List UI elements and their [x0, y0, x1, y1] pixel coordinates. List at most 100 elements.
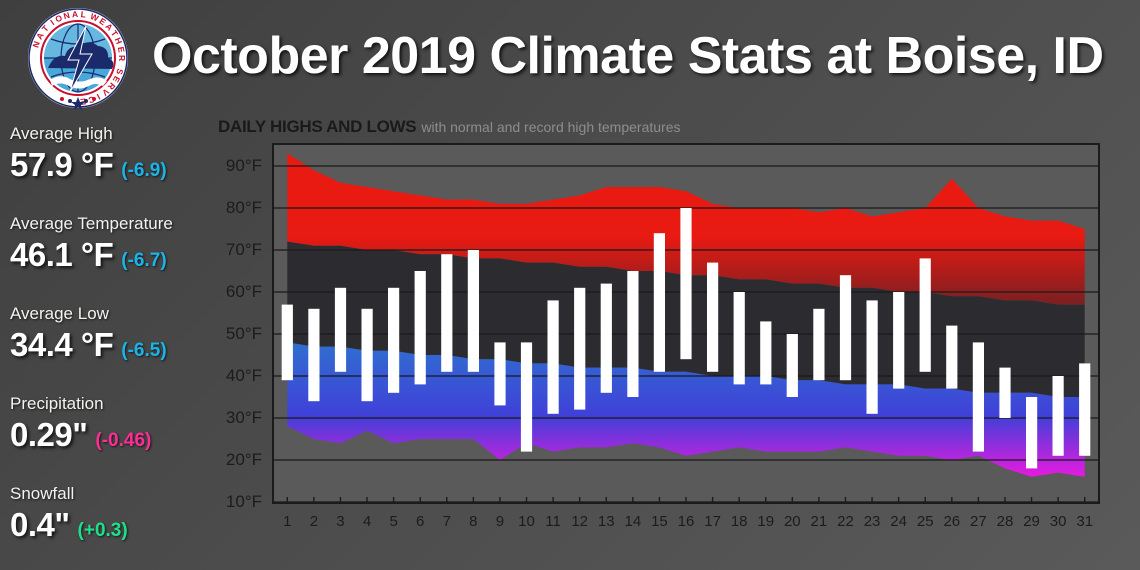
stat-departure: (-6.9) [121, 160, 167, 181]
svg-text:E: E [97, 16, 108, 28]
svg-text:E: E [111, 74, 123, 84]
daily-bar [733, 292, 745, 385]
svg-text:S: S [114, 67, 125, 76]
stat-value: 57.9 °F [10, 146, 114, 183]
x-axis-tick-label: 10 [518, 513, 535, 530]
stat-average-low: Average Low 34.4 °F (-6.5) [10, 304, 210, 364]
svg-text:R: R [117, 55, 127, 61]
y-axis-tick-label: 60°F [225, 282, 262, 301]
x-axis-tick-label: 4 [362, 513, 372, 530]
daily-bar [972, 342, 984, 452]
x-axis-tick-label: 9 [495, 513, 505, 530]
x-axis-tick-label: 14 [624, 513, 642, 530]
daily-bar [1026, 397, 1038, 469]
daily-highs-lows-chart: DAILY HIGHS AND LOWS with normal and reco… [210, 112, 1140, 570]
svg-text:T: T [40, 23, 51, 34]
svg-text:V: V [100, 87, 111, 99]
x-axis-tick-label: 17 [704, 513, 721, 530]
stat-departure: (-6.5) [121, 340, 167, 361]
daily-bar [414, 271, 426, 385]
stat-label: Precipitation [10, 394, 104, 413]
y-axis-tick-label: 10°F [225, 492, 262, 511]
plot-svg [274, 145, 1098, 502]
daily-bar [520, 342, 533, 452]
daily-bar [627, 271, 639, 397]
daily-bar [494, 342, 506, 406]
page-header: N A T I O N A L W E A T H E R S E [0, 0, 1140, 112]
x-axis-tick-label: 21 [810, 513, 828, 530]
daily-bar [786, 334, 798, 397]
daily-bar [946, 325, 958, 389]
stat-value: 0.4" [10, 506, 70, 543]
x-axis-tick-label: 3 [336, 513, 345, 530]
x-axis-tick-label: 1 [283, 513, 292, 530]
daily-bar [919, 258, 931, 372]
svg-text:A: A [34, 31, 46, 41]
svg-text:T: T [109, 28, 121, 39]
x-axis-tick-label: 23 [863, 513, 881, 530]
daily-bar [574, 287, 586, 410]
y-axis-labels: 90°F 80°F 70°F 60°F 50°F 40°F 30°F 20°F 10°F [210, 143, 268, 510]
svg-text:I: I [48, 18, 56, 27]
y-axis-tick-label: 30°F [225, 408, 262, 427]
x-axis-tick-label: 29 [1023, 513, 1040, 530]
page-title: October 2019 Climate Stats at Boise, ID [152, 27, 1104, 85]
svg-text:I: I [95, 92, 102, 102]
daily-bar [893, 292, 905, 389]
stat-snowfall: Snowfall 0.4" (+0.3) [10, 484, 210, 544]
stat-departure: (-0.46) [95, 430, 152, 451]
daily-bar [281, 304, 293, 381]
daily-bar [707, 262, 719, 372]
x-axis-tick-label: 25 [916, 513, 934, 530]
x-axis-tick-label: 13 [597, 513, 615, 530]
daily-bar [388, 287, 400, 393]
x-axis-tick-label: 15 [651, 513, 668, 530]
svg-text:L: L [80, 9, 86, 20]
stat-label: Average Temperature [10, 214, 173, 233]
svg-text:C: C [87, 94, 96, 105]
chart-title-sub: with normal and record high temperatures [421, 119, 681, 135]
x-axis-tick-label: 11 [545, 513, 561, 530]
svg-text:O: O [54, 12, 65, 24]
x-axis-tick-label: 31 [1076, 513, 1094, 530]
x-axis-tick-label: 2 [309, 513, 319, 530]
x-axis-tick-label: 20 [783, 513, 801, 530]
plot-area [272, 143, 1100, 504]
daily-bar [334, 287, 347, 372]
x-axis-tick-label: 19 [757, 513, 775, 530]
x-axis-tick-label: 18 [730, 513, 748, 530]
x-axis-tick-label: 8 [469, 513, 478, 530]
daily-bar [839, 275, 852, 381]
y-axis-tick-label: 20°F [225, 450, 262, 469]
daily-bar [467, 250, 479, 372]
x-axis-tick-label: 16 [677, 513, 695, 530]
daily-bar [1079, 363, 1091, 456]
stat-departure: (+0.3) [77, 520, 128, 541]
x-axis-tick-label: 27 [970, 513, 987, 530]
daily-bar [866, 300, 878, 414]
daily-bar [547, 300, 559, 414]
chart-title: DAILY HIGHS AND LOWS with normal and reco… [218, 117, 680, 137]
daily-bar [600, 283, 612, 393]
x-axis-labels: 1 2 3 4 5 6 7 8 9 10 11 12 13 14 15 16 17 18 19 20 21 22 23 24 2… [272, 510, 1100, 536]
chart-title-main: DAILY HIGHS AND LOWS [218, 117, 417, 136]
x-axis-tick-label: 12 [571, 513, 589, 530]
svg-text:E: E [80, 96, 87, 107]
svg-text:N: N [62, 10, 71, 21]
nws-logo: N A T I O N A L W E A T H E R S E [26, 6, 130, 110]
daily-bar [999, 367, 1011, 418]
stat-value: 46.1 °F [10, 236, 114, 273]
stat-label: Average Low [10, 304, 109, 323]
daily-bar [680, 208, 692, 360]
x-axis-tick-label: 7 [442, 513, 451, 530]
svg-text:A: A [103, 21, 114, 32]
y-axis-tick-label: 40°F [225, 366, 262, 385]
y-axis-tick-label: 70°F [225, 240, 262, 259]
daily-bar [308, 308, 320, 402]
daily-bar [813, 308, 825, 381]
y-axis-tick-label: 90°F [225, 156, 262, 175]
daily-bar [1052, 376, 1064, 456]
x-axis-tick-label: 22 [837, 513, 854, 530]
svg-text:H: H [113, 36, 125, 46]
